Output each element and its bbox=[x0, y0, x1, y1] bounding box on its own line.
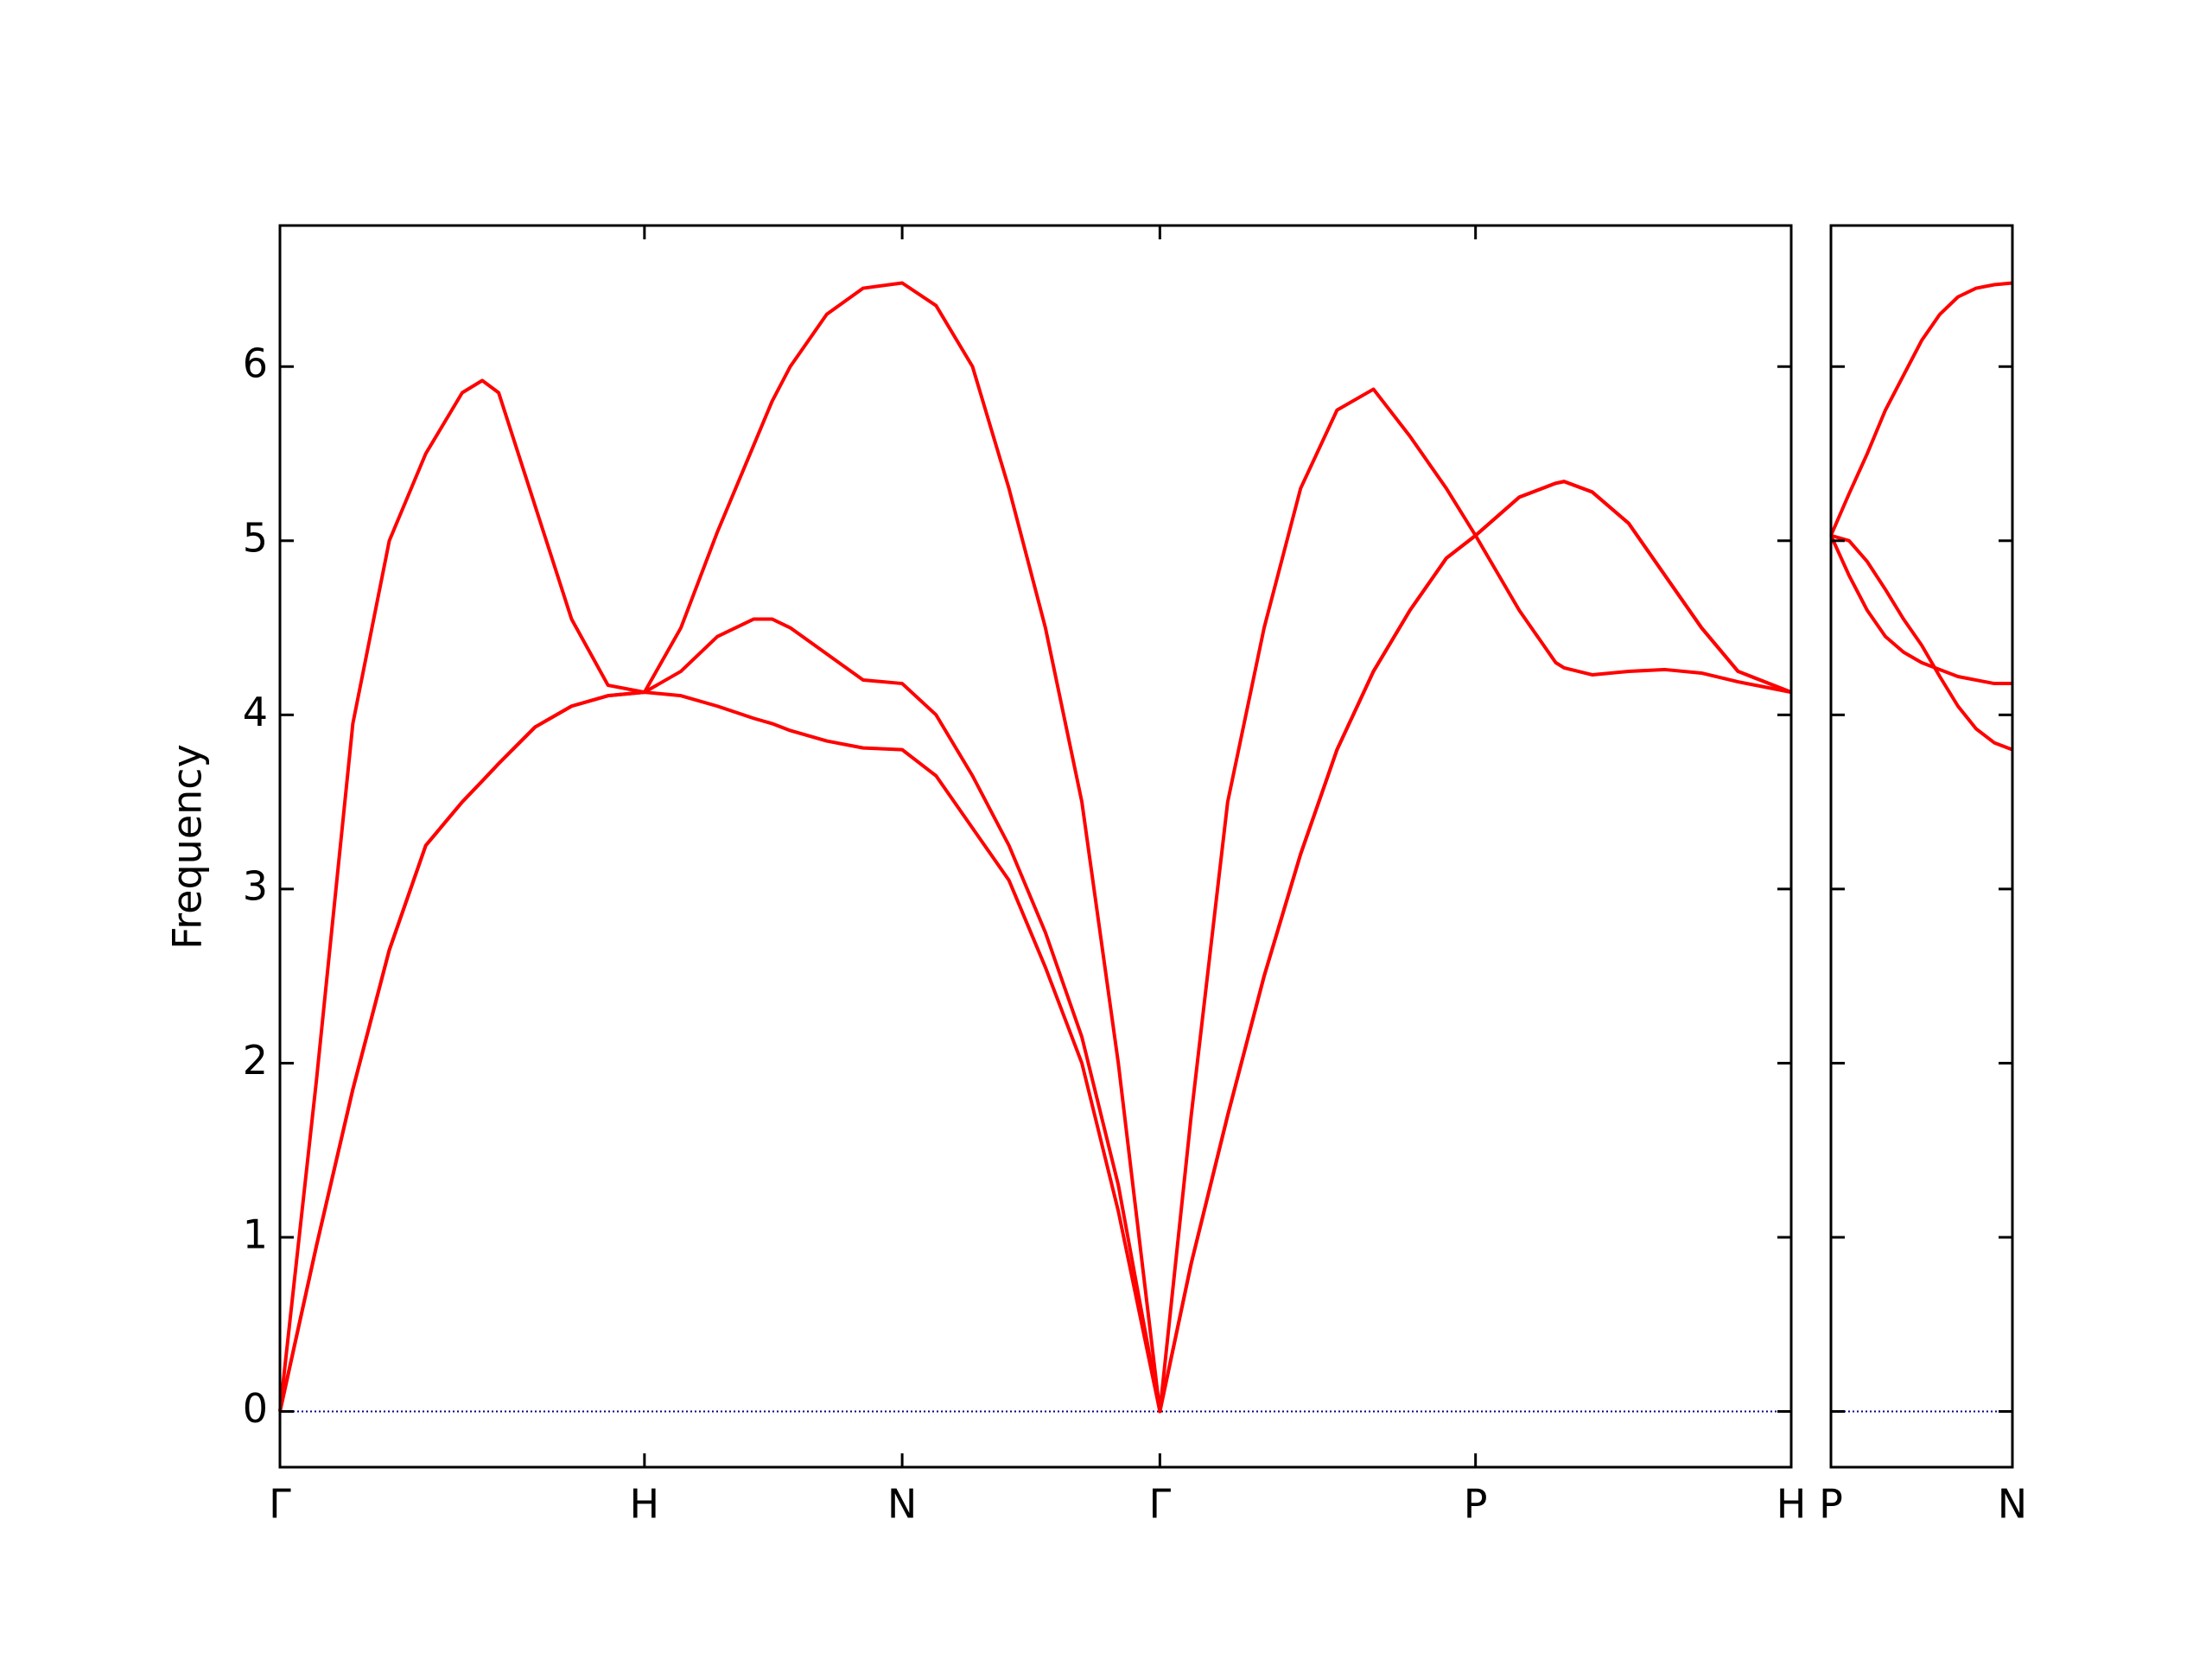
x-tick-label: Γ bbox=[269, 1481, 291, 1528]
x-tick-label: H bbox=[1777, 1481, 1807, 1528]
y-axis-label: Frequency bbox=[164, 744, 211, 950]
x-tick-label: P bbox=[1819, 1481, 1843, 1528]
x-tick-label: Γ bbox=[1149, 1481, 1172, 1528]
x-tick-label: N bbox=[1998, 1481, 2027, 1528]
x-tick-label: H bbox=[630, 1481, 660, 1528]
y-tick-label: 3 bbox=[243, 862, 268, 909]
y-tick-label: 6 bbox=[243, 340, 268, 387]
x-tick-label: P bbox=[1464, 1481, 1488, 1528]
band-line bbox=[1829, 281, 2013, 537]
band-line bbox=[278, 480, 1792, 1414]
band-line bbox=[1829, 534, 2012, 686]
band-line bbox=[278, 281, 1792, 1414]
band-line bbox=[1830, 533, 2013, 752]
y-tick-label: 1 bbox=[243, 1211, 268, 1257]
band-line bbox=[278, 480, 1792, 1414]
plot-frame bbox=[278, 224, 1793, 1469]
y-tick-label: 4 bbox=[243, 689, 268, 735]
y-tick-label: 2 bbox=[243, 1037, 268, 1084]
y-tick-label: 0 bbox=[243, 1385, 268, 1432]
x-tick-label: N bbox=[887, 1481, 917, 1528]
plot-frame bbox=[1829, 224, 2014, 1469]
y-tick-label: 5 bbox=[243, 514, 268, 561]
